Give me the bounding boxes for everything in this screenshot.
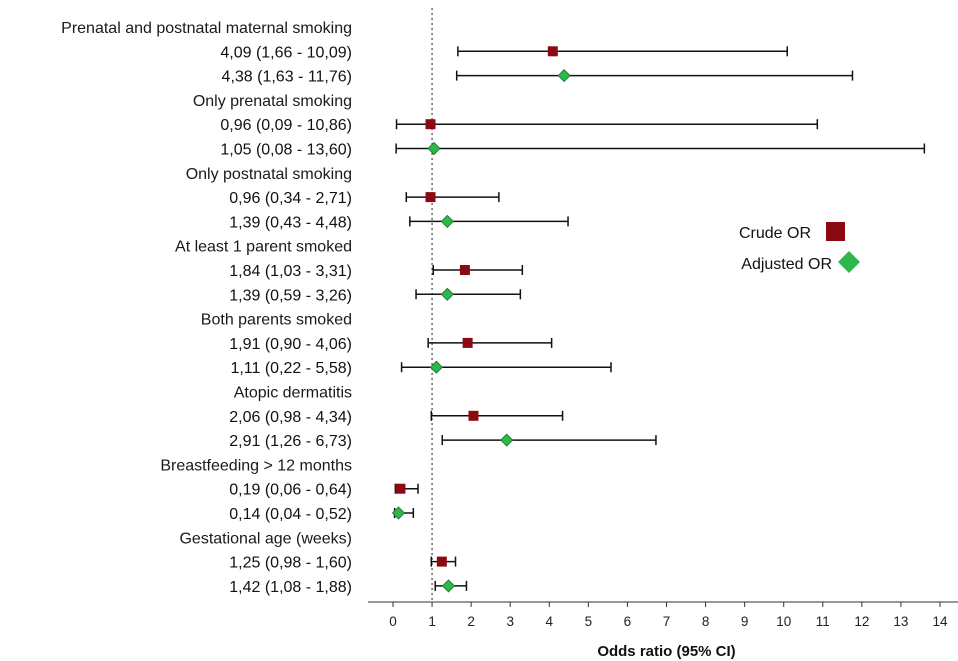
group-label: Only postnatal smoking [186,166,352,183]
estimate-label: 4,38 (1,63 - 11,76) [222,69,352,86]
adjusted-or-marker [440,214,454,228]
crude-or-marker [462,337,473,348]
adjusted-or-marker [557,69,571,83]
crude-or-marker [425,192,436,203]
adjusted-or-marker [500,433,514,447]
crude-or-marker [436,556,447,567]
crude-or-marker [425,119,436,130]
x-tick-label: 13 [893,614,908,629]
legend-label-adjusted: Adjusted OR [741,256,832,273]
estimate-label: 1,39 (0,59 - 3,26) [229,287,352,304]
crude-or-marker [459,265,470,275]
x-tick-label: 4 [546,614,554,629]
adjusted-or-marker [427,141,441,156]
x-tick-label: 1 [428,614,436,629]
estimate-label: 1,42 (1,08 - 1,88) [229,579,352,596]
x-tick-label: 12 [854,614,869,629]
estimate-label: 1,11 (0,22 - 5,58) [230,360,352,377]
crude-or-marker [395,483,406,494]
group-label: Atopic dermatitis [234,385,352,402]
x-tick-label: 14 [932,614,948,629]
x-axis-label: Odds ratio (95% CI) [597,643,735,660]
row-labels: Prenatal and postnatal maternal smoking 4… [61,20,352,596]
plot-marks [391,8,926,602]
x-tick-label: 7 [663,614,671,629]
crude-or-marker [547,46,558,57]
x-tick-label: 3 [506,614,514,629]
group-label: Gestational age (weeks) [179,530,352,547]
x-tick-label: 6 [624,614,632,629]
estimate-label: 1,39 (0,43 - 4,48) [229,214,352,231]
adjusted-or-marker [429,360,443,374]
estimate-label: 0,96 (0,34 - 2,71) [229,190,352,207]
group-label: At least 1 parent smoked [175,239,352,256]
legend-label-crude: Crude OR [739,225,811,242]
estimate-label: 1,84 (1,03 - 3,31) [229,263,352,280]
group-label: Breastfeeding > 12 months [160,457,352,474]
adjusted-or-marker [441,579,456,593]
estimate-label: 1,25 (0,98 - 1,60) [229,555,352,572]
x-tick-label: 9 [741,614,749,629]
legend-swatch-crude [826,222,845,241]
x-tick-label: 2 [467,614,475,629]
crude-or-marker [468,410,479,421]
estimate-label: 2,91 (1,26 - 6,73) [229,433,352,450]
estimate-label: 1,91 (0,90 - 4,06) [229,336,352,353]
estimate-label: 4,09 (1,66 - 10,09) [220,44,352,61]
x-tick-label: 10 [776,614,791,629]
estimate-label: 0,19 (0,06 - 0,64) [229,482,352,499]
estimate-label: 0,14 (0,04 - 0,52) [229,506,352,523]
estimate-label: 0,96 (0,09 - 10,86) [220,117,352,134]
estimate-label: 1,05 (0,08 - 13,60) [220,142,352,159]
x-tick-label: 0 [389,614,397,629]
estimate-label: 2,06 (0,98 - 4,34) [229,409,352,426]
x-tick-label: 11 [816,614,830,629]
adjusted-or-marker [391,506,406,520]
adjusted-or-marker [440,287,454,301]
legend-swatch-adjusted [838,251,860,273]
legend: Crude OR Adjusted OR [739,222,860,273]
x-tick-label: 8 [702,614,710,629]
group-label: Only prenatal smoking [193,93,352,110]
group-label: Both parents smoked [201,312,352,329]
group-label: Prenatal and postnatal maternal smoking [61,20,352,37]
x-tick-label: 5 [585,614,593,629]
